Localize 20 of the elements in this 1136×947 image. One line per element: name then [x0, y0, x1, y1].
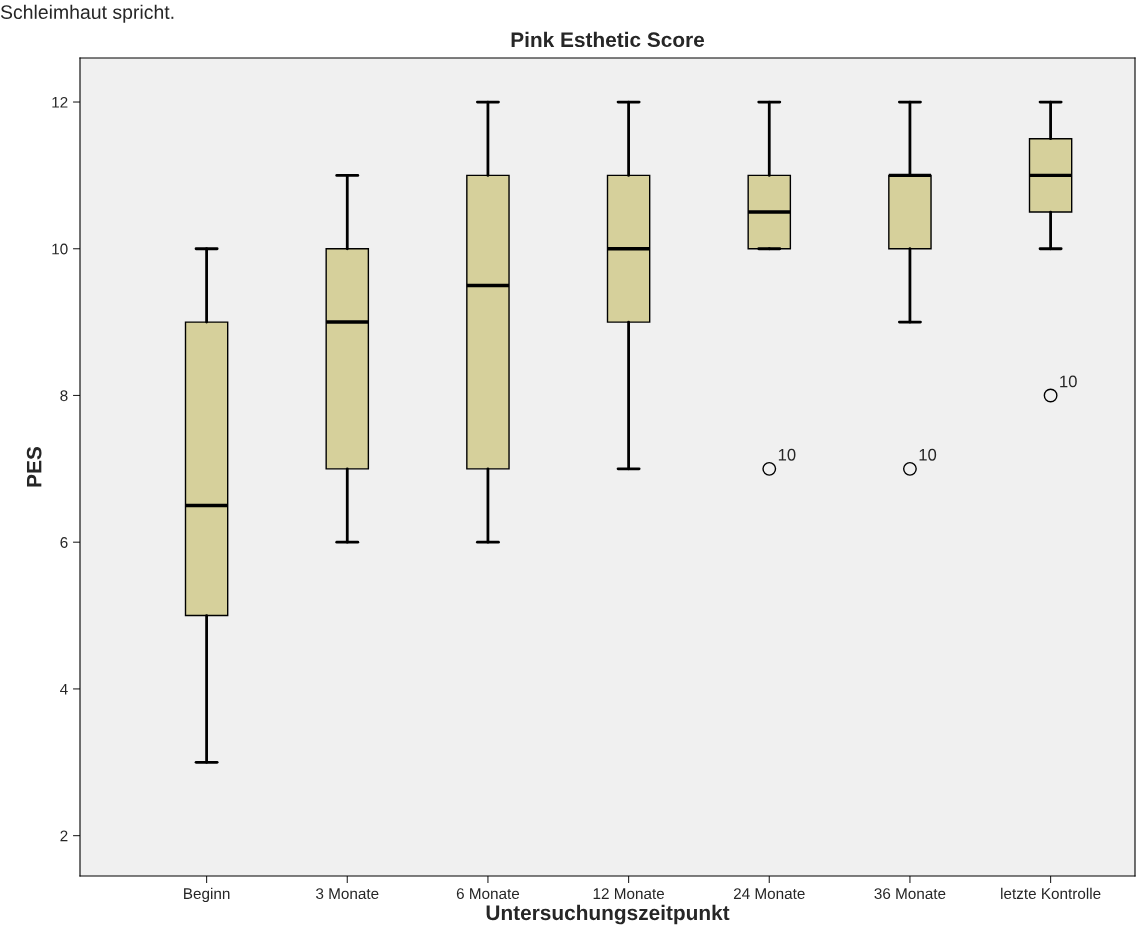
y-tick-label: 4: [60, 683, 68, 695]
x-tick-label: Beginn: [184, 887, 230, 903]
annotation: 10: [1060, 375, 1077, 388]
y-tick-label: 2: [60, 830, 68, 842]
x-tick-label: 12 Monate: [593, 888, 665, 900]
x-tick-label: 6 Monate: [456, 888, 520, 900]
annotation: 10: [778, 448, 796, 461]
x-tick-label: letzte Kontrolle: [1001, 887, 1101, 900]
y-tick-label: 10: [52, 243, 68, 255]
y-tick-label: 8: [60, 390, 68, 402]
chart-title: Pink Esthetic Score: [511, 31, 705, 48]
text: Schleimhaut spricht.: [0, 4, 174, 23]
x-axis-title: Untersuchungszeitpunkt: [486, 904, 730, 925]
x-tick-label: 24 Monate: [733, 888, 805, 900]
x-tick-label: 36 Monate: [874, 888, 946, 900]
x-tick-label: 3 Monate: [316, 888, 379, 900]
y-tick-label: 12: [52, 96, 68, 108]
y-tick-label: 6: [60, 537, 68, 548]
annotation: 10: [919, 448, 937, 461]
y-axis-title: PES: [26, 446, 42, 487]
